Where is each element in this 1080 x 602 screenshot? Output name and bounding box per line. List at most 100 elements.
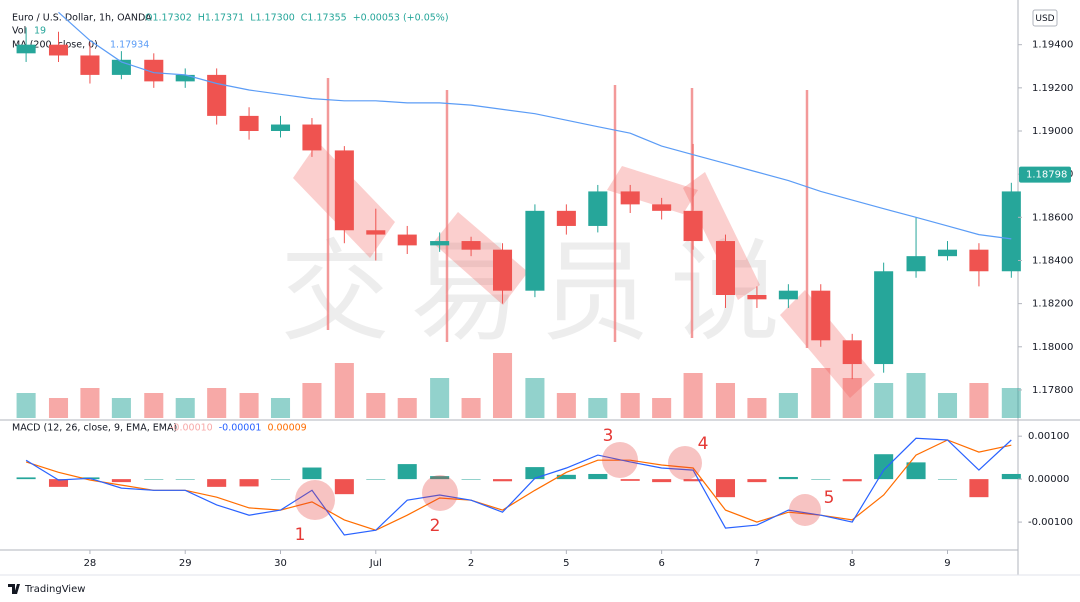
candle-body (16, 44, 36, 54)
histogram-bar (969, 479, 989, 498)
annotation-circle (668, 446, 702, 480)
currency: USD (1035, 14, 1054, 24)
histogram-bar (937, 479, 958, 480)
annotation-circle (422, 475, 458, 511)
candle-body (175, 74, 195, 82)
candle-body (556, 210, 576, 226)
candle-body (430, 241, 450, 246)
volume-bar (906, 373, 926, 418)
histogram-bar (906, 462, 926, 480)
y-tick-label: 1.19000 (1032, 126, 1073, 137)
footer-text: TradingView (24, 584, 85, 595)
y-tick-label: 0.00000 (1028, 474, 1069, 485)
volume-bar (111, 398, 131, 418)
volume-bar (175, 398, 195, 418)
volume-bar (461, 398, 481, 418)
annotation-label: 4 (698, 434, 709, 454)
y-tick-label: 1.18000 (1032, 342, 1073, 353)
annotation-label: 5 (824, 488, 835, 508)
volume-bar (366, 393, 386, 418)
annotation-circle (295, 480, 335, 520)
candle-body (1001, 191, 1021, 272)
histogram-bar (1001, 473, 1021, 480)
candle-body (747, 295, 767, 300)
histogram-bar (525, 467, 545, 480)
macd-legend-value: 0.00009 (267, 423, 306, 434)
macd-legend-value: -0.00010 (170, 423, 213, 434)
y-tick-label: 1.18600 (1032, 212, 1073, 223)
volume-bar (525, 378, 545, 418)
last-price-label: 1.18798 (1026, 170, 1067, 181)
currency-box[interactable] (1032, 9, 1058, 27)
macd-title: MACD (12, 26, close, 9, EMA, EMA) (12, 423, 177, 434)
volume-bar (48, 398, 69, 418)
candle-body (207, 74, 227, 116)
signal-line (25, 439, 1012, 531)
volume-bar (207, 388, 227, 418)
y-tick-label: 1.19200 (1032, 83, 1073, 94)
candle-body (620, 191, 640, 205)
ohlc-legend: L1.17300 (250, 13, 295, 24)
volume-bar (80, 388, 100, 418)
marker-lines (326, 78, 809, 348)
volume-bar (492, 353, 513, 418)
volume-bar (588, 398, 608, 418)
y-tick-label: 1.19400 (1032, 40, 1073, 51)
volume-bar (652, 398, 672, 418)
candle-body (48, 44, 69, 56)
histogram-bar (144, 479, 164, 480)
histogram-bar (811, 479, 831, 480)
trend-band (780, 290, 875, 398)
candle-body (811, 290, 831, 341)
x-tick-label: 29 (179, 558, 192, 569)
histogram-bar (48, 479, 69, 487)
x-tick-label: 9 (944, 558, 950, 569)
volume-bar (747, 398, 767, 418)
candle-body (906, 256, 926, 272)
ma-line (58, 11, 1012, 240)
x-tick-label: 2 (468, 558, 474, 569)
histogram-bar (620, 479, 640, 481)
candle-body (80, 55, 100, 75)
y-tick-label: 1.18400 (1032, 255, 1073, 266)
candle-body (874, 271, 894, 365)
histogram-bar (842, 479, 862, 482)
histogram-bar (175, 479, 195, 480)
histogram-bar (16, 477, 36, 480)
candle-body (588, 191, 608, 226)
volume-bar (1001, 388, 1021, 418)
histogram-bar (302, 467, 322, 480)
footer-logo[interactable]: TradingView (8, 584, 85, 595)
y-tick-label: 0.00100 (1028, 431, 1069, 442)
candle-body (461, 241, 481, 250)
trend-band (607, 166, 698, 214)
annotation-label: 3 (603, 426, 614, 446)
candle-body (397, 234, 417, 246)
histogram-bar (111, 479, 131, 483)
ohlc-legend: H1.17371 (198, 13, 244, 24)
y-tick-label: -0.00100 (1028, 517, 1073, 528)
x-tick-label: Jul (369, 558, 382, 569)
header: Euro / U.S. Dollar, 1h, OANDA O1.17302 H1… (12, 13, 449, 24)
histogram-bar (556, 474, 576, 480)
histogram-bar (461, 479, 481, 480)
volume-legend-value: 19 (34, 26, 46, 37)
candle-body (239, 115, 259, 131)
volume-bar (937, 393, 958, 418)
histogram-bar (652, 479, 672, 483)
ohlc-legend: O1.17302 (145, 13, 192, 24)
x-tick-label: 5 (563, 558, 569, 569)
x-tick-label: 28 (84, 558, 97, 569)
histogram-bar (715, 479, 736, 498)
volume-bar (334, 363, 354, 418)
annotation-circle (789, 494, 821, 526)
candle-body (366, 230, 386, 235)
histogram-bar (334, 479, 354, 495)
candle-body (842, 340, 862, 365)
histogram-bar (588, 473, 608, 480)
y-tick-label: 1.18200 (1032, 299, 1073, 310)
x-tick-label: 8 (849, 558, 855, 569)
volume-bar (16, 393, 36, 418)
